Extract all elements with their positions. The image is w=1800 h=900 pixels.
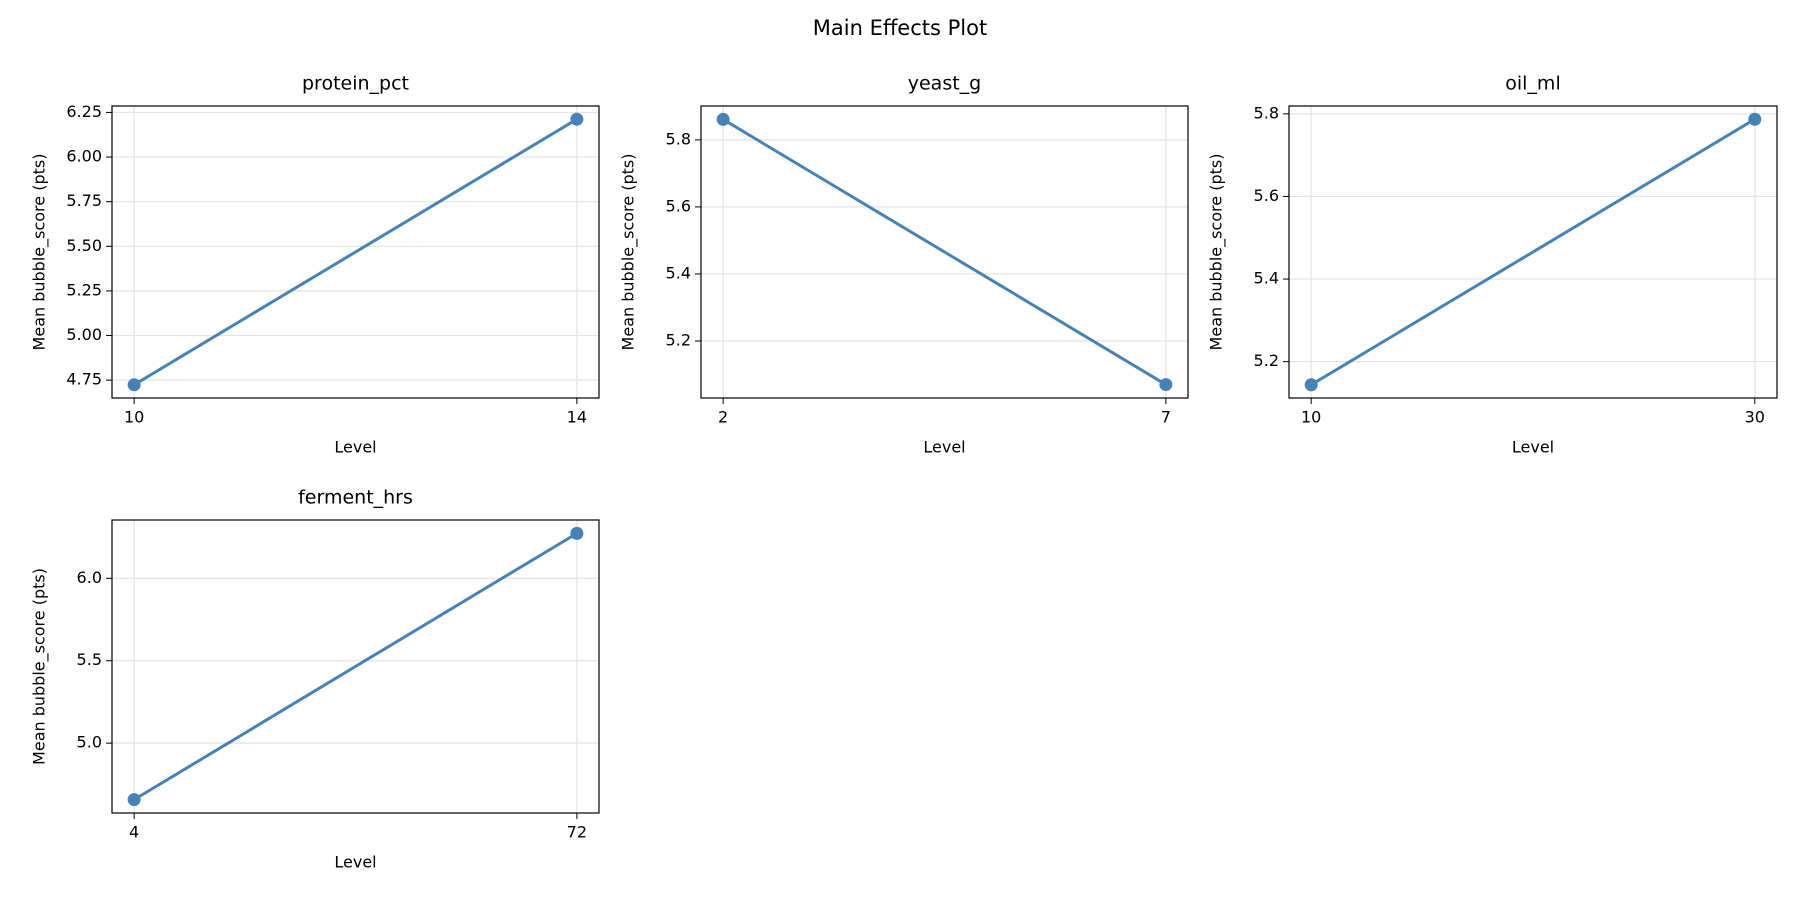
y-tick-label: 5.2: [666, 331, 691, 350]
axes-frame: [700, 105, 1189, 399]
y-tick-label: 5.0: [77, 733, 102, 752]
x-tick-label: 2: [718, 408, 728, 427]
x-tick-label: 30: [1745, 408, 1765, 427]
y-tick-label: 5.5: [77, 650, 102, 669]
subplot-title: oil_ml: [1505, 73, 1560, 95]
y-tick-label: 5.8: [666, 129, 691, 148]
x-axis-label: Level: [1512, 438, 1554, 457]
y-axis-label: Mean bubble_score (pts): [30, 568, 50, 765]
y-tick-label: 5.4: [1254, 269, 1279, 288]
marker: [1748, 112, 1762, 126]
y-tick-label: 5.6: [1254, 186, 1279, 205]
x-axis-label: Level: [923, 438, 965, 457]
marker: [127, 378, 141, 392]
x-axis-label: Level: [334, 853, 376, 872]
y-tick-label: 4.75: [66, 370, 102, 389]
marker: [1304, 378, 1318, 392]
y-tick-label: 6.25: [66, 102, 102, 121]
marker: [716, 112, 730, 126]
y-tick-label: 5.8: [1254, 103, 1279, 122]
subplot-title: protein_pct: [302, 73, 409, 95]
marker: [570, 526, 584, 540]
y-tick-label: 6.0: [77, 568, 102, 587]
x-tick-label: 72: [567, 823, 587, 842]
marker: [127, 793, 141, 807]
axes-frame: [1288, 105, 1778, 399]
y-tick-label: 6.00: [66, 147, 102, 166]
y-tick-label: 5.75: [66, 191, 102, 210]
axes-frame: [111, 519, 600, 814]
x-tick-label: 4: [129, 823, 139, 842]
y-tick-label: 5.2: [1254, 351, 1279, 370]
marker: [1159, 378, 1173, 392]
subplot-title: ferment_hrs: [298, 487, 413, 509]
line: [1310, 117, 1756, 387]
line: [722, 118, 1167, 386]
x-axis-label: Level: [334, 438, 376, 457]
x-tick-label: 14: [567, 408, 587, 427]
y-tick-label: 5.25: [66, 280, 102, 299]
marker: [570, 112, 584, 126]
y-axis-label: Mean bubble_score (pts): [619, 154, 639, 351]
x-tick-label: 7: [1161, 408, 1171, 427]
line: [133, 117, 578, 387]
x-tick-label: 10: [1301, 408, 1321, 427]
figure-title: Main Effects Plot: [813, 16, 987, 40]
subplot-title: yeast_g: [908, 73, 982, 95]
y-tick-label: 5.00: [66, 325, 102, 344]
axes-frame: [111, 105, 600, 399]
y-tick-label: 5.4: [666, 263, 691, 282]
line: [133, 532, 578, 801]
y-axis-label: Mean bubble_score (pts): [30, 154, 50, 351]
y-tick-label: 5.50: [66, 236, 102, 255]
y-axis-label: Mean bubble_score (pts): [1207, 154, 1227, 351]
y-tick-label: 5.6: [666, 196, 691, 215]
x-tick-label: 10: [124, 408, 144, 427]
